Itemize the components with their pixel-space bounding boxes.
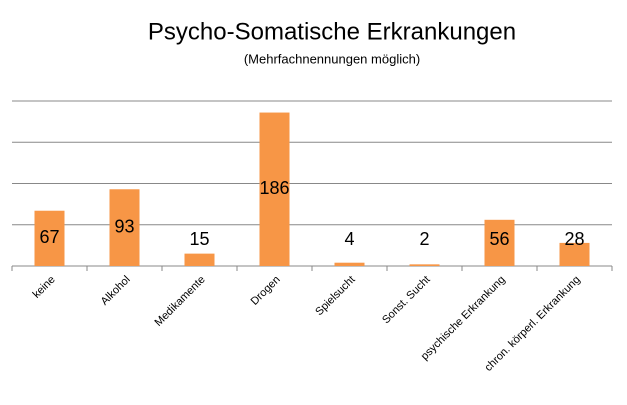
x-tick-label: keine — [31, 274, 58, 301]
bar — [559, 242, 590, 266]
data-label: 56 — [489, 229, 509, 249]
bar — [184, 253, 215, 266]
bar — [259, 112, 290, 266]
bar — [409, 264, 440, 266]
data-label: 93 — [114, 216, 134, 236]
x-tick-label: Medikamente — [152, 274, 207, 329]
bar — [34, 210, 65, 266]
bar — [109, 189, 140, 266]
bar — [484, 219, 515, 266]
data-label: 186 — [259, 178, 289, 198]
x-tick-label: Alkohol — [99, 274, 133, 308]
data-label: 4 — [344, 229, 354, 249]
x-tick-label: Sonst. Sucht — [380, 274, 433, 327]
data-label: 15 — [189, 229, 209, 249]
x-tick-label: Drogen — [249, 274, 283, 308]
x-tick-label: psychische Erkrankung — [419, 274, 508, 363]
x-tick-label: Spielsucht — [313, 274, 357, 318]
data-label: 2 — [419, 229, 429, 249]
chart-subtitle: (Mehrfachnennungen möglich) — [244, 51, 420, 66]
bar — [334, 262, 365, 266]
chart-title: Psycho-Somatische Erkrankungen — [148, 18, 516, 45]
data-label: 67 — [39, 227, 59, 247]
data-label: 28 — [564, 229, 584, 249]
